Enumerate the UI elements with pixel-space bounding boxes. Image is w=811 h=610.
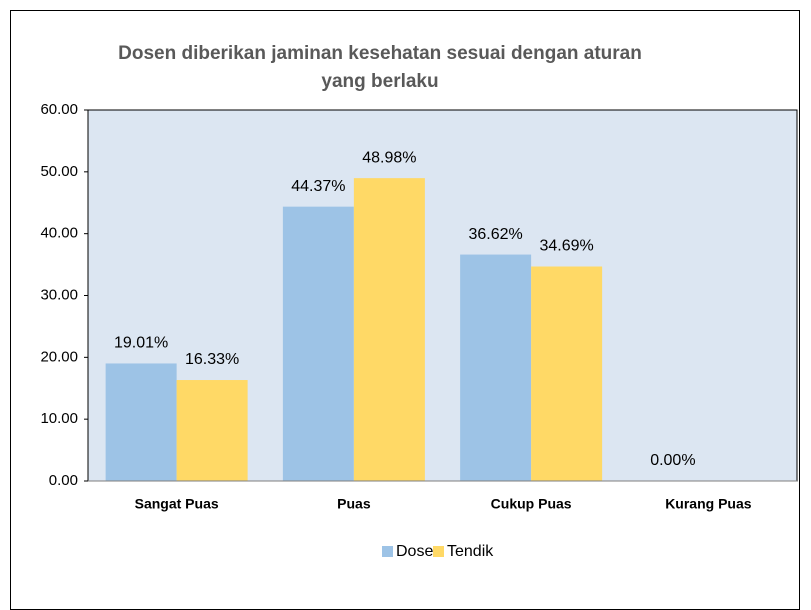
y-tick-label: 40.00 bbox=[40, 225, 78, 242]
data-label: 44.37% bbox=[291, 178, 345, 195]
bar bbox=[460, 254, 532, 481]
y-tick-label: 0.00 bbox=[49, 472, 78, 489]
legend-swatch bbox=[382, 546, 393, 557]
y-tick-label: 20.00 bbox=[40, 348, 78, 365]
bar bbox=[353, 178, 425, 482]
y-tick-label: 30.00 bbox=[40, 286, 78, 303]
bar bbox=[176, 380, 248, 481]
y-tick-label: 10.00 bbox=[40, 410, 78, 427]
x-tick-label: Sangat Puas bbox=[135, 496, 219, 512]
x-tick-label: Puas bbox=[337, 496, 371, 512]
bar bbox=[282, 206, 354, 481]
bar bbox=[105, 363, 177, 481]
data-label: 16.33% bbox=[185, 351, 239, 368]
data-label: 0.00% bbox=[650, 452, 695, 469]
y-tick-label: 60.00 bbox=[40, 101, 78, 118]
legend-label: Dosen bbox=[396, 543, 442, 560]
chart: 0.00 10.00 20.00 30.00 40.00 50.00 60.00 Sangat… bbox=[40, 101, 798, 560]
page: {"chart_data": {"type": "bar", "title": … bbox=[10, 10, 800, 610]
legend-label: Tendik bbox=[447, 543, 494, 560]
x-tick-label: Kurang Puas bbox=[665, 496, 752, 512]
data-label: 48.98% bbox=[362, 149, 416, 166]
bar bbox=[531, 266, 603, 481]
data-label: 36.62% bbox=[468, 226, 522, 243]
chart-title: Dosen diberikan jaminan kesehatan sesuai… bbox=[118, 43, 642, 92]
data-label: 19.01% bbox=[114, 335, 168, 352]
y-tick-label: 50.00 bbox=[40, 163, 78, 180]
x-tick-label: Cukup Puas bbox=[491, 496, 572, 512]
data-label: 34.69% bbox=[539, 238, 593, 255]
legend-swatch bbox=[433, 546, 444, 557]
